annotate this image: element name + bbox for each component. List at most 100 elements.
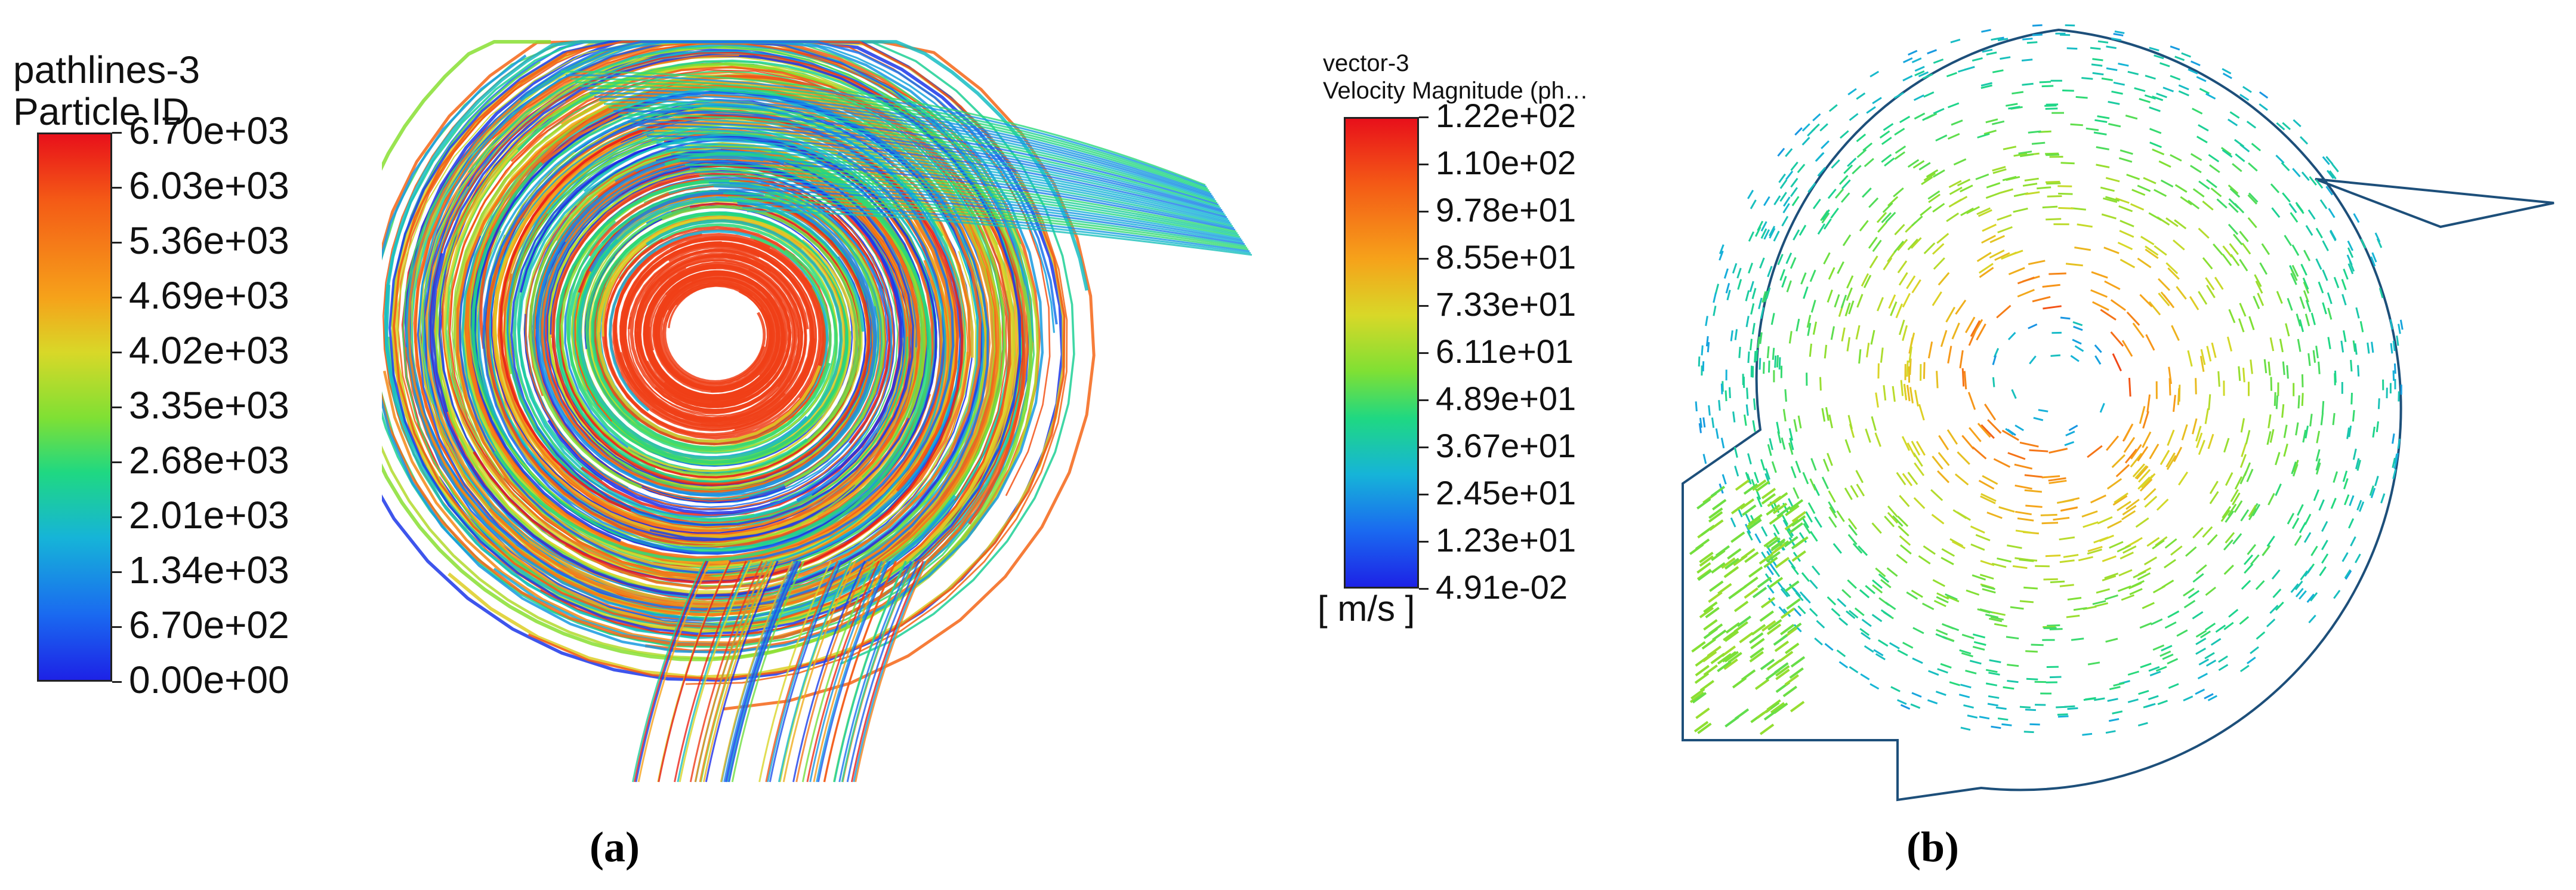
velocity-vector xyxy=(2334,373,2336,386)
velocity-vector xyxy=(2188,199,2200,210)
velocity-vector xyxy=(2279,338,2284,353)
velocity-vector xyxy=(2140,475,2154,488)
velocity-vector xyxy=(2099,403,2105,413)
velocity-vector xyxy=(2092,58,2103,61)
velocity-vector xyxy=(1803,523,1811,534)
pathline xyxy=(728,561,802,783)
velocity-vector xyxy=(1769,226,1776,236)
pathline xyxy=(838,561,912,783)
velocity-vector xyxy=(2127,670,2140,676)
velocity-vector xyxy=(2142,602,2155,609)
velocity-vector xyxy=(1789,438,1794,451)
velocity-vector xyxy=(1922,602,1935,611)
velocity-vector xyxy=(1972,57,1983,62)
velocity-vector xyxy=(2105,177,2120,183)
velocity-vector xyxy=(1751,288,1757,300)
velocity-vector xyxy=(1689,543,1704,555)
velocity-vector xyxy=(2143,488,2157,501)
velocity-vector xyxy=(1733,600,1749,612)
velocity-vector xyxy=(1965,669,1977,675)
pathline xyxy=(694,171,1239,236)
velocity-vector xyxy=(2120,149,2133,155)
velocity-vector xyxy=(2176,629,2188,637)
velocity-vector xyxy=(2121,340,2133,357)
velocity-vector xyxy=(1875,392,1879,408)
velocity-vector xyxy=(2115,197,2130,204)
velocity-vector xyxy=(1791,565,1799,575)
velocity-vector xyxy=(1896,472,1906,486)
velocity-vector xyxy=(1760,228,1767,239)
velocity-vector xyxy=(2284,235,2292,247)
velocity-vector xyxy=(1895,303,1903,319)
velocity-vector xyxy=(2227,503,2237,516)
velocity-vector xyxy=(1748,513,1763,526)
velocity-vector xyxy=(1720,438,1725,449)
velocity-vector xyxy=(2074,247,2091,251)
velocity-vector xyxy=(1899,495,1910,507)
velocity-vector xyxy=(2138,469,2151,483)
velocity-vector xyxy=(1800,272,1807,285)
velocity-vector xyxy=(1983,130,1997,135)
velocity-vector xyxy=(2198,180,2210,190)
velocity-vector xyxy=(1979,574,1994,580)
pathline xyxy=(551,173,891,486)
velocity-vector xyxy=(2239,616,2250,625)
pathline xyxy=(576,211,849,464)
velocity-vector xyxy=(1987,703,1998,707)
velocity-vector xyxy=(1697,569,1713,581)
velocity-vector xyxy=(2112,353,2122,372)
velocity-vector xyxy=(2072,321,2083,327)
velocity-vector xyxy=(1895,145,1906,154)
velocity-vector xyxy=(2059,584,2074,587)
colorbar-tick-mark xyxy=(112,132,122,134)
colorbar-tick-label: 1.22e+02 xyxy=(1436,97,1577,135)
velocity-vector xyxy=(2065,24,2075,27)
velocity-vector xyxy=(2181,424,2188,441)
velocity-vector xyxy=(1932,579,1946,587)
velocity-vector xyxy=(2029,723,2040,726)
pathline xyxy=(637,128,1225,215)
velocity-vector xyxy=(1985,614,1999,618)
velocity-vector xyxy=(1911,57,1922,63)
velocity-vector xyxy=(1844,302,1851,316)
velocity-vector xyxy=(1766,287,1771,299)
velocity-vector xyxy=(2013,207,2028,213)
velocity-vector xyxy=(2287,513,2295,525)
velocity-vector xyxy=(1785,170,1794,180)
velocity-vector xyxy=(2205,586,2217,596)
velocity-vector xyxy=(2282,122,2291,131)
pathline xyxy=(823,561,897,783)
velocity-vector xyxy=(2329,170,2337,180)
velocity-vector xyxy=(1801,137,1810,146)
velocity-vector xyxy=(1750,338,1753,350)
velocity-vector xyxy=(1836,649,1846,657)
velocity-vector xyxy=(2341,552,2349,562)
velocity-vector xyxy=(2118,63,2129,67)
velocity-vector xyxy=(1724,558,1739,569)
velocity-vector xyxy=(1696,498,1711,510)
velocity-vector xyxy=(1709,580,1724,592)
velocity-vector xyxy=(1986,512,2003,519)
velocity-vector xyxy=(1807,322,1812,336)
velocity-vector xyxy=(1887,512,1898,524)
velocity-vector xyxy=(1957,178,1971,187)
velocity-vector xyxy=(1946,595,1960,603)
velocity-vector xyxy=(2296,313,2302,327)
velocity-vector xyxy=(1748,566,1763,578)
velocity-vector xyxy=(1809,269,1816,282)
velocity-vector xyxy=(2113,682,2125,687)
velocity-vector xyxy=(2330,497,2337,509)
velocity-vector xyxy=(2228,223,2239,235)
velocity-vector xyxy=(1878,573,1890,583)
pathline xyxy=(678,561,752,783)
velocity-vector xyxy=(2094,355,2102,365)
velocity-vector xyxy=(1744,587,1759,599)
velocity-vector xyxy=(2007,332,2016,341)
velocity-vector xyxy=(2148,212,2162,221)
pathline xyxy=(447,62,951,574)
velocity-vector xyxy=(1877,363,1880,379)
velocity-vector xyxy=(2183,600,2196,609)
velocity-vector xyxy=(1967,715,1978,719)
velocity-vector xyxy=(2162,654,2174,660)
velocity-vector xyxy=(2333,471,2339,483)
